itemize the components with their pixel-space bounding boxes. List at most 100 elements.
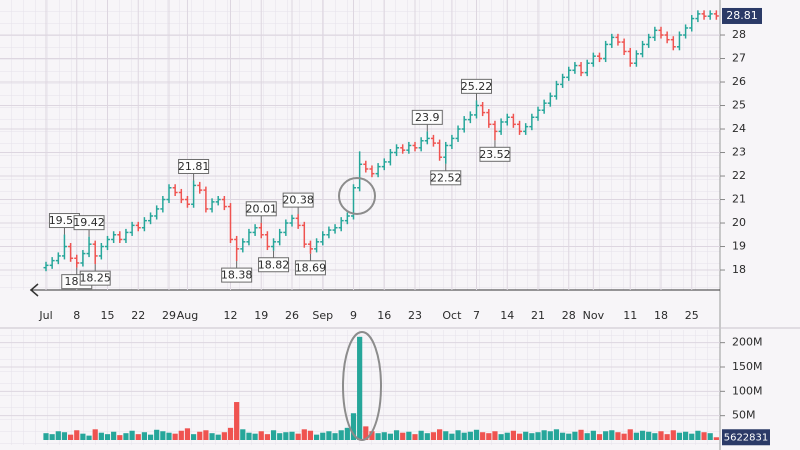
- annotation-box: [411, 109, 443, 125]
- volume-bar: [141, 432, 147, 440]
- volume-bar: [492, 431, 498, 440]
- volume-bar: [55, 431, 61, 440]
- last-volume-box: [722, 429, 770, 446]
- volume-bar: [252, 433, 258, 440]
- volume-bar: [670, 430, 676, 440]
- volume-bar: [283, 432, 289, 440]
- x-tick-label: Oct: [442, 309, 462, 322]
- annotation-label: 18.82: [258, 258, 290, 271]
- volume-bar: [566, 433, 572, 440]
- x-tick-label: 28: [562, 309, 576, 322]
- volume-bar: [240, 429, 246, 440]
- x-tick-label: 15: [101, 309, 115, 322]
- x-tick-label: 14: [500, 309, 514, 322]
- volume-bar: [639, 430, 646, 440]
- volume-bar: [307, 430, 314, 440]
- scroll-arrow: [29, 283, 39, 297]
- volume-bar: [480, 432, 486, 440]
- plot-layer: 18 19 20 21 22 23 24 25 26 27 28 50M 100M 150M 200M Jul…: [0, 0, 770, 446]
- volume-bar: [695, 430, 701, 440]
- volume-bar: [621, 433, 627, 440]
- highlight-circle: [338, 177, 376, 215]
- annotation-box: [430, 170, 462, 186]
- volume-bar: [74, 430, 80, 440]
- y-tick-label: 24: [732, 122, 746, 135]
- volume-bar: [147, 434, 154, 440]
- volume-bar: [129, 430, 135, 440]
- y-tick-label: 22: [732, 169, 746, 182]
- volume-bar: [535, 432, 541, 440]
- annotation-label: 18.69: [295, 261, 327, 274]
- volume-bar: [664, 434, 670, 440]
- volume-bar: [418, 430, 424, 440]
- volume-bar: [523, 431, 529, 440]
- volume-bar: [350, 413, 357, 440]
- volume-bar: [584, 433, 590, 440]
- volume-bar: [111, 431, 117, 440]
- volume-bar: [227, 427, 234, 440]
- volume-bar: [277, 433, 283, 440]
- volume-bar: [203, 430, 209, 440]
- last-price-box: [722, 7, 762, 24]
- volume-bar: [61, 432, 68, 440]
- volume-bar: [357, 336, 363, 440]
- volume-bar: [160, 431, 166, 440]
- x-tick-label: 12: [224, 309, 238, 322]
- volume-bar: [689, 433, 695, 440]
- volume-bar: [553, 429, 560, 440]
- annotation-box: [178, 158, 210, 174]
- volume-bar: [646, 431, 652, 440]
- y-tick-label: 26: [732, 75, 746, 88]
- volume-bar: [92, 429, 98, 440]
- volume-bar: [104, 434, 111, 440]
- volume-bar: [301, 429, 307, 440]
- volume-bar: [184, 428, 191, 440]
- volume-bar: [393, 430, 400, 440]
- annotation-label: 21.81: [178, 160, 210, 173]
- volume-bar: [430, 432, 437, 440]
- volume-bar: [701, 432, 707, 440]
- volume-bar: [455, 430, 461, 440]
- volume-bar: [510, 430, 516, 440]
- volume-bar: [603, 431, 609, 440]
- annotation-box: [479, 146, 511, 162]
- annotation-box: [221, 267, 253, 283]
- y-tick-label: 21: [732, 193, 746, 206]
- volume-bar: [658, 431, 664, 440]
- volume-bar: [264, 434, 270, 440]
- x-tick-label: 16: [377, 309, 391, 322]
- annotation-box: [294, 260, 326, 276]
- volume-bar: [467, 431, 473, 440]
- volume-bar: [289, 431, 295, 440]
- y-tick-label: 200M: [732, 336, 763, 349]
- volume-bar: [713, 437, 719, 440]
- y-tick-label: 18: [732, 263, 746, 276]
- volume-bar: [406, 431, 412, 440]
- volume-bar: [209, 433, 215, 440]
- x-tick-label: Aug: [177, 309, 198, 322]
- volume-bar: [529, 433, 535, 440]
- volume-bar: [332, 433, 338, 440]
- volume-bar: [234, 402, 240, 440]
- x-tick-label: 9: [350, 309, 357, 322]
- y-tick-label: 28: [732, 28, 746, 41]
- volume-bar: [326, 431, 332, 440]
- volume-bar: [443, 431, 449, 440]
- volume-bar: [197, 431, 203, 440]
- last-volume-label: 5622831: [724, 432, 769, 443]
- volume-bar: [412, 434, 418, 440]
- x-tick-label: Sep: [312, 309, 333, 322]
- volume-bar: [578, 429, 584, 440]
- annotation-label: 23.52: [479, 148, 511, 161]
- volume-bar: [154, 429, 160, 440]
- volume-bar: [172, 433, 178, 440]
- x-tick-label: 7: [473, 309, 480, 322]
- volume-bar: [590, 430, 596, 440]
- volume-bar: [676, 432, 683, 440]
- annotation-label: 20.38: [282, 194, 314, 207]
- volume-bar: [270, 430, 277, 440]
- annotation-label: 18.38: [221, 269, 253, 282]
- annotation-label: 19.51: [49, 214, 81, 227]
- volume-bar: [596, 434, 603, 440]
- y-tick-label: 150M: [732, 360, 763, 373]
